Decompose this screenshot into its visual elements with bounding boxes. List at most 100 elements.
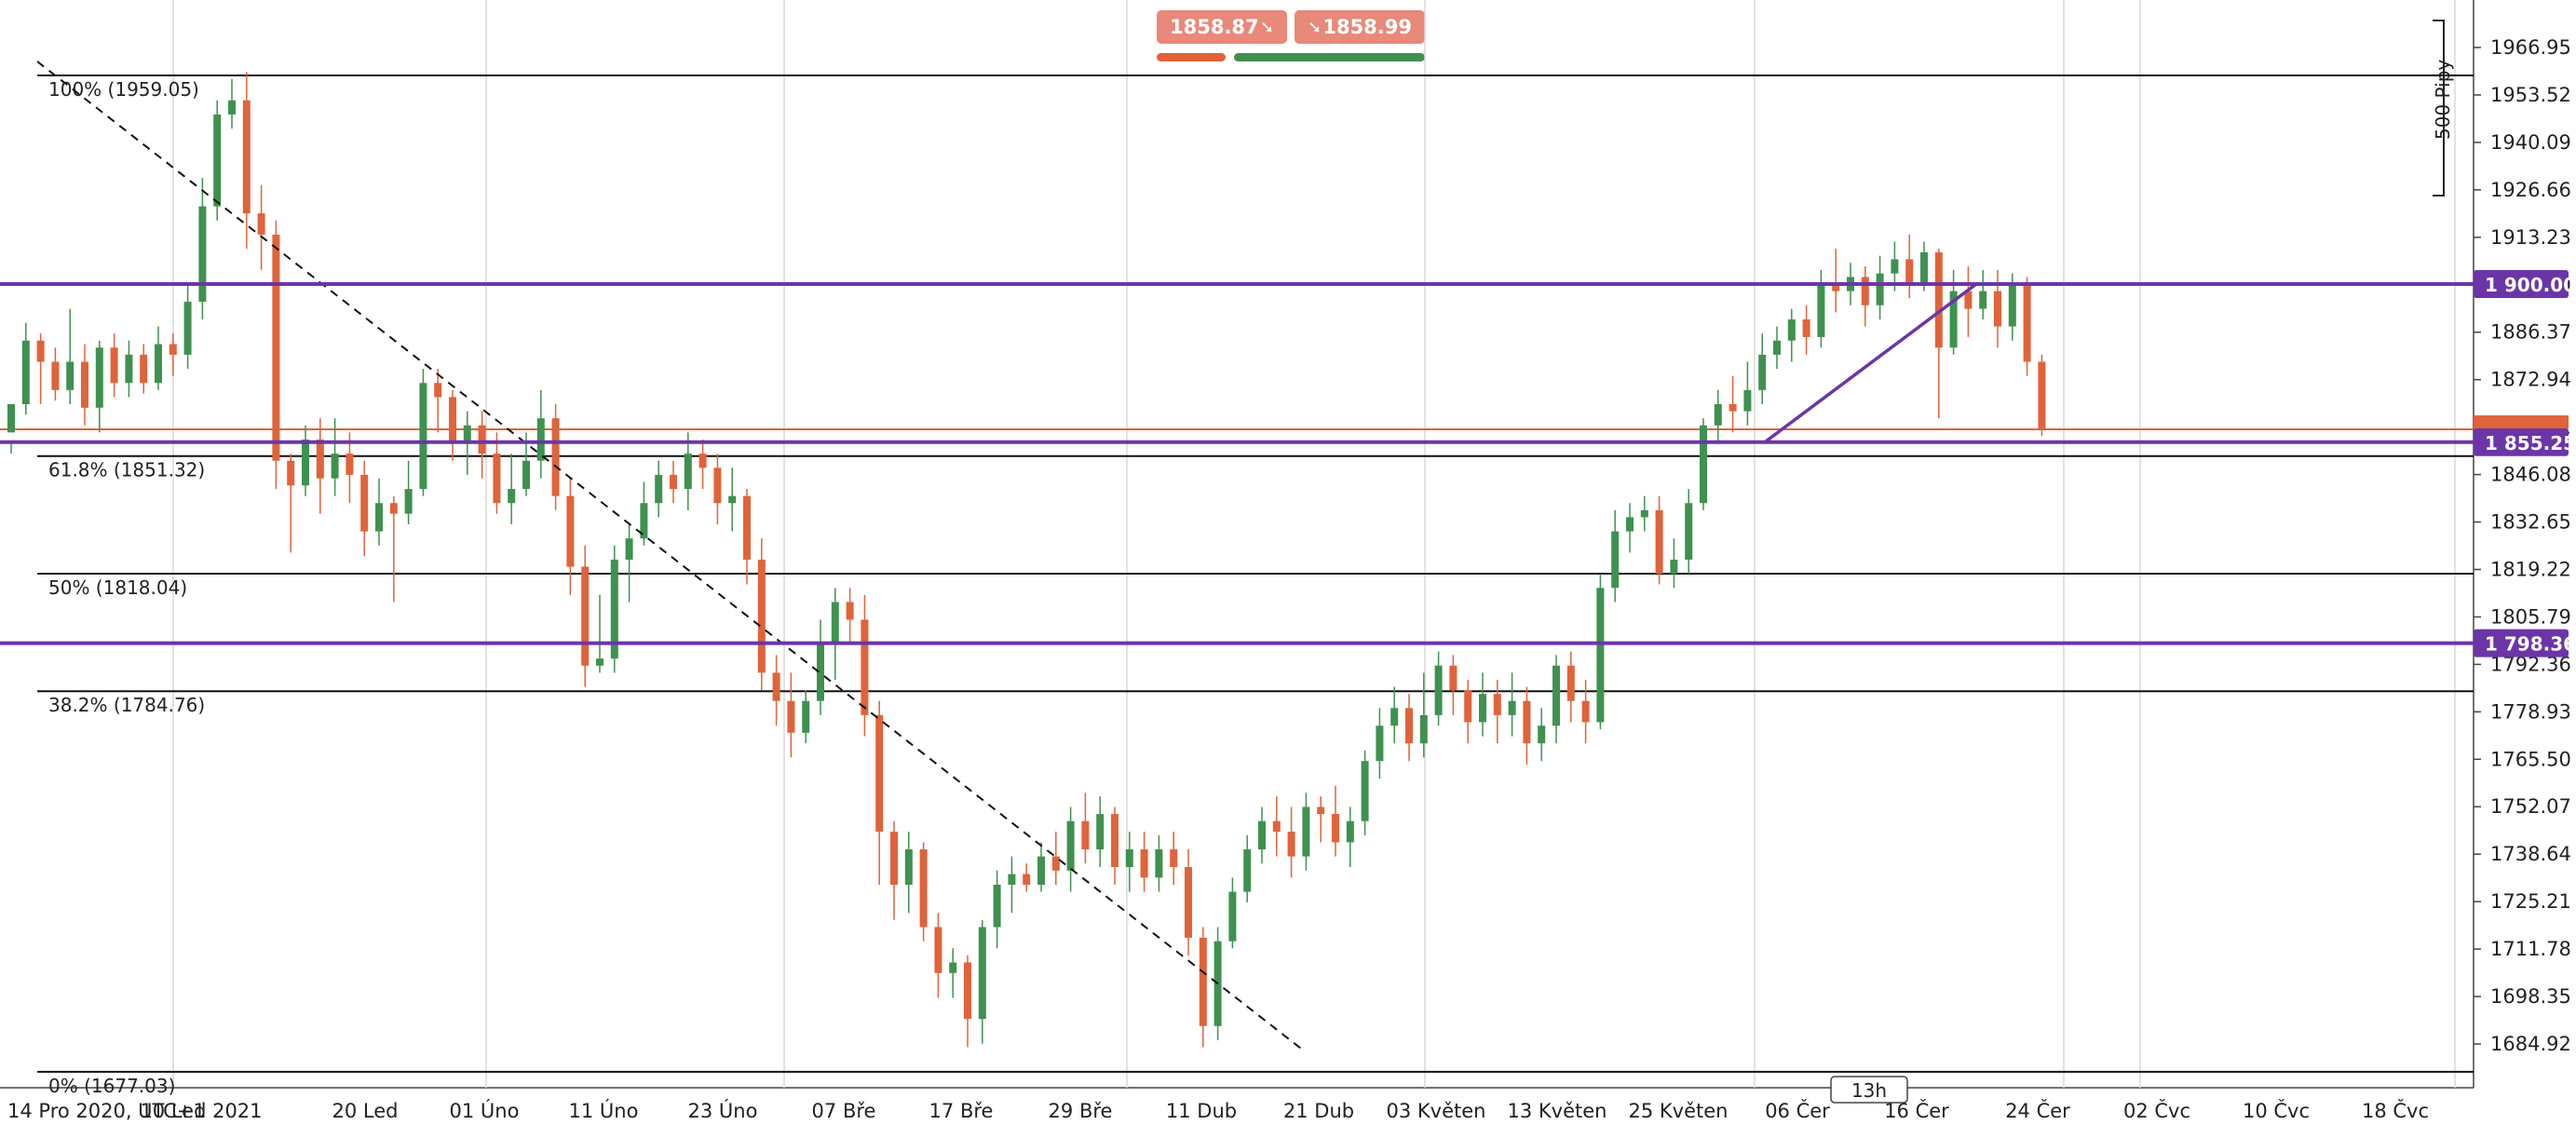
- candle-body: [1626, 517, 1634, 532]
- candle-body: [1891, 259, 1899, 274]
- level-price-tag: [2474, 270, 2569, 299]
- candle-body: [1081, 820, 1090, 850]
- candle-body: [934, 927, 942, 973]
- x-tick-label: 17 Bře: [929, 1100, 994, 1122]
- candle-body: [316, 439, 324, 479]
- candle-body: [360, 474, 369, 532]
- candle-body: [1920, 251, 1928, 285]
- candle-body: [1685, 503, 1693, 560]
- x-tick-label: 06 Čer: [1765, 1099, 1830, 1122]
- y-tick-label: 1752.07: [2490, 795, 2571, 818]
- candle-body: [1390, 708, 1399, 726]
- candle-body: [817, 644, 824, 701]
- candle-body: [1140, 849, 1148, 878]
- fib-level-label: 38.2% (1784.76): [48, 694, 205, 716]
- time-label: 13h: [1851, 1079, 1887, 1102]
- candle-body: [66, 361, 75, 390]
- level-price-label: 1 855.25: [2485, 432, 2576, 454]
- candle-body: [831, 602, 839, 644]
- candle-body: [125, 354, 133, 384]
- candle-body: [2038, 361, 2046, 429]
- candle-body: [978, 927, 986, 1020]
- candle-body: [1479, 694, 1486, 723]
- candle-body: [1096, 814, 1105, 850]
- x-tick-label: 11 Úno: [569, 1099, 639, 1122]
- candle-body: [21, 340, 30, 404]
- x-tick-label: 13 Květen: [1508, 1100, 1607, 1122]
- candle-body: [419, 383, 427, 490]
- x-tick-label: 01 Úno: [450, 1099, 520, 1122]
- candle-body: [1640, 509, 1648, 518]
- candle-body: [1464, 690, 1472, 723]
- candle-body: [389, 503, 398, 514]
- candle-body: [1817, 284, 1825, 337]
- candle-body: [1802, 319, 1810, 337]
- candle-body: [949, 962, 957, 973]
- candle-body: [169, 344, 177, 355]
- candle-body: [1434, 665, 1443, 715]
- level-price-tag: [2474, 629, 2569, 657]
- buy-price: 1858.99: [1322, 16, 1412, 38]
- trend-line-dashed: [36, 61, 1305, 1052]
- sell-price: 1858.87: [1170, 16, 1259, 38]
- sell-sentiment-bar: [1157, 53, 1226, 61]
- sell-price-button[interactable]: 1858.87 ➘: [1157, 10, 1287, 44]
- y-tick-label: 1846.08: [2490, 464, 2571, 486]
- candle-body: [1243, 849, 1252, 892]
- candle-body: [1611, 531, 1620, 589]
- candle-body: [1419, 714, 1428, 744]
- x-tick-label: 07 Bře: [812, 1100, 876, 1122]
- candle-body: [1743, 389, 1752, 412]
- x-tick-label: 02 Čvc: [2123, 1099, 2190, 1122]
- candle-body: [1729, 403, 1737, 412]
- candle-body: [1023, 874, 1031, 885]
- x-tick-label: 24 Čer: [2005, 1099, 2070, 1122]
- x-tick-label: 18 Čvc: [2362, 1099, 2429, 1122]
- y-tick-label: 1819.22: [2490, 558, 2571, 580]
- candle-body: [728, 495, 737, 504]
- current-price-tag: [2474, 415, 2569, 429]
- candle-body: [1566, 665, 1575, 701]
- fib-level-label: 61.8% (1851.32): [48, 459, 205, 481]
- candle-body: [1272, 820, 1281, 833]
- buy-sentiment-bar: [1234, 53, 1425, 61]
- candle-body: [610, 559, 618, 659]
- y-tick-label: 1966.95: [2490, 36, 2571, 59]
- candle-body: [1258, 820, 1266, 850]
- candle-body: [1066, 820, 1075, 871]
- trend-line-support[interactable]: [1763, 282, 1978, 444]
- candle-body: [1170, 849, 1178, 868]
- x-tick-label: 10 Led 2021: [140, 1100, 262, 1122]
- candle-body: [802, 700, 810, 733]
- y-tick-label: 1940.09: [2490, 131, 2571, 154]
- candle-body: [919, 849, 928, 928]
- candle-body: [257, 213, 265, 235]
- candle-body: [1538, 725, 1546, 744]
- level-price-label: 1 798.36: [2485, 633, 2576, 656]
- y-tick-label: 1765.50: [2490, 748, 2571, 770]
- candle-body: [1949, 291, 1958, 348]
- candle-body: [698, 454, 707, 468]
- candle-body: [1332, 814, 1339, 843]
- y-tick-label: 1832.65: [2490, 511, 2571, 534]
- time-label-box: [1830, 1076, 1908, 1104]
- candle-body: [787, 700, 795, 733]
- candle-body: [1832, 284, 1840, 291]
- candle-body: [551, 418, 560, 496]
- candle-body: [302, 439, 309, 486]
- candle-body: [596, 658, 603, 666]
- candle-body: [670, 474, 677, 490]
- candle-body: [1125, 849, 1133, 868]
- candle-body: [140, 354, 148, 384]
- candle-body: [1317, 806, 1325, 815]
- y-tick-label: 1805.79: [2490, 605, 2571, 628]
- candle-body: [861, 619, 869, 715]
- buy-price-button[interactable]: ➘ 1858.99: [1295, 10, 1425, 44]
- candle-body: [1051, 856, 1060, 871]
- y-tick-label: 1684.92: [2490, 1033, 2571, 1055]
- candle-body: [228, 100, 236, 115]
- x-tick-label: 29 Bře: [1049, 1100, 1113, 1122]
- x-tick-label: 11 Dub: [1166, 1100, 1237, 1122]
- candle-body: [404, 489, 413, 514]
